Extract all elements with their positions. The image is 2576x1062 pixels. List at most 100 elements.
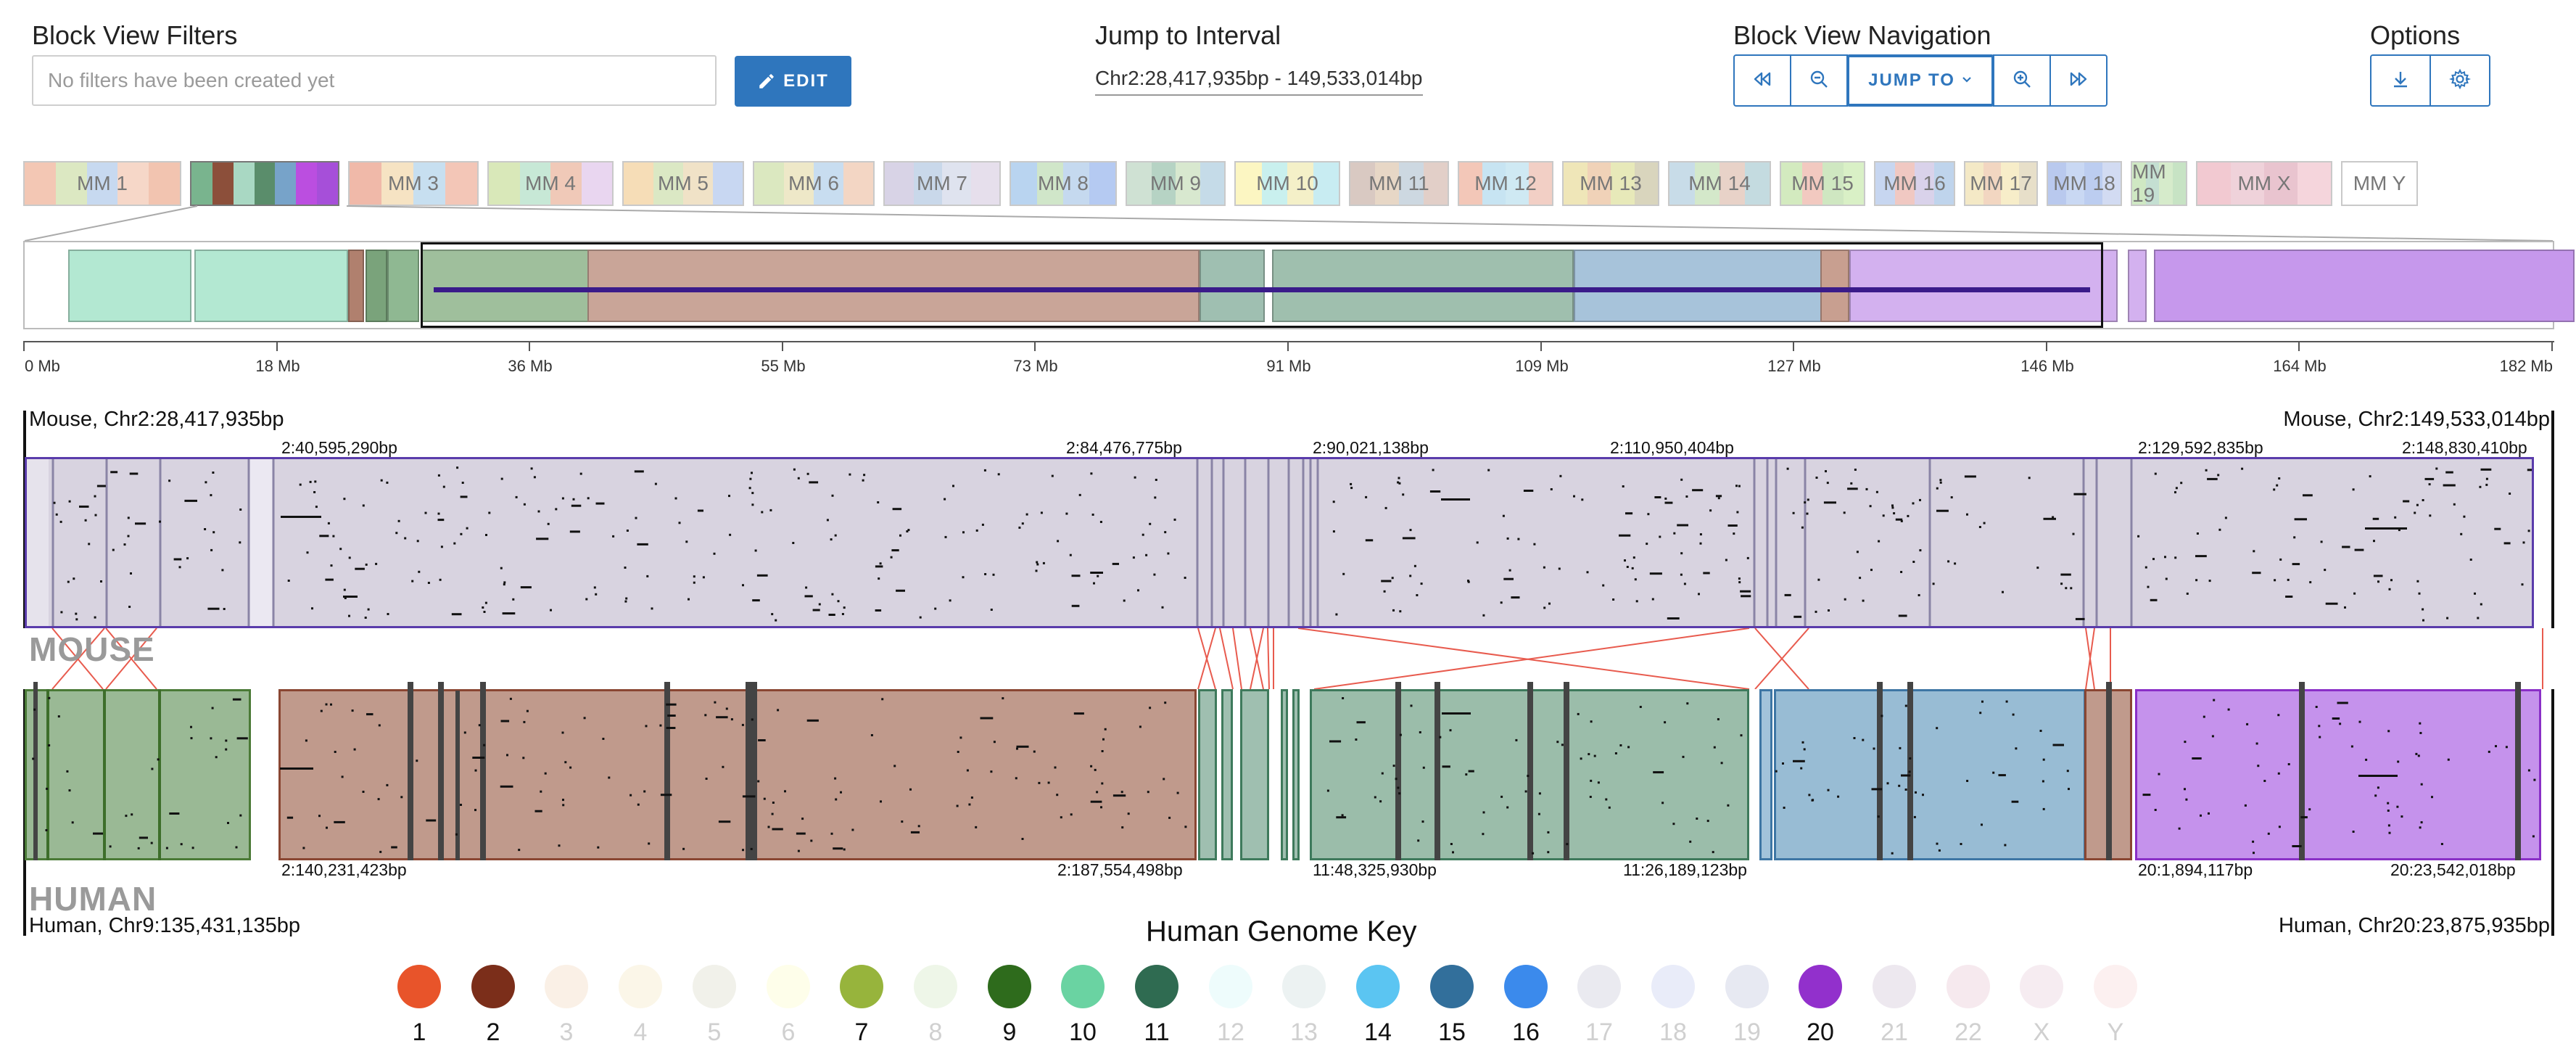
chromosome-tab[interactable]: MM Y <box>2341 161 2418 206</box>
genome-key-item[interactable]: 20 <box>1799 965 1842 1047</box>
chromosome-overview[interactable] <box>23 241 2575 329</box>
genome-key-swatch <box>1282 965 1326 1008</box>
genome-key-swatch <box>397 965 441 1008</box>
chromosome-tab[interactable]: MM 1 <box>23 161 181 206</box>
chromosome-tab[interactable]: MM 18 <box>2047 161 2122 206</box>
right-boundary-line <box>2551 689 2554 936</box>
genome-key-item[interactable]: 4 <box>619 965 662 1047</box>
chromosome-tab[interactable] <box>190 161 339 206</box>
genome-key-item[interactable]: 22 <box>1947 965 1990 1047</box>
genome-key-item[interactable]: 16 <box>1504 965 1548 1047</box>
zoom-in-button[interactable] <box>1993 54 2051 107</box>
genome-key-swatch <box>1135 965 1178 1008</box>
human-genome-label: HUMAN <box>29 880 157 918</box>
options-group <box>2370 54 2490 107</box>
human-block-small[interactable] <box>1198 689 1217 860</box>
genome-key-label: 15 <box>1438 1018 1466 1046</box>
filters-title: Block View Filters <box>32 20 238 50</box>
edit-filters-button[interactable]: EDIT <box>735 56 851 107</box>
gear-icon <box>2448 68 2472 94</box>
human-coord: 20:1,894,117bp <box>2138 860 2253 879</box>
genome-key-item[interactable]: 19 <box>1725 965 1769 1047</box>
chromosome-tab[interactable]: MM 17 <box>1964 161 2038 206</box>
chromosome-tab[interactable]: MM 11 <box>1349 161 1449 206</box>
chromosome-tab-label: MM 13 <box>1580 172 1642 194</box>
human-block-small[interactable] <box>1759 689 1772 860</box>
mouse-coord: 2:110,950,404bp <box>1610 438 1734 457</box>
genome-key-item[interactable]: 10 <box>1061 965 1105 1047</box>
chromosome-tab[interactable]: MM 12 <box>1458 161 1553 206</box>
jump-to-button[interactable]: JUMP TO <box>1846 54 1994 107</box>
genome-key-item[interactable]: 14 <box>1356 965 1400 1047</box>
interval-link[interactable]: Chr2:28,417,935bp - 149,533,014bp <box>1095 67 1423 96</box>
human-block-chr9[interactable] <box>25 689 251 860</box>
genome-key-item[interactable]: 11 <box>1135 965 1178 1047</box>
axis-tick <box>1287 341 1289 351</box>
chromosome-tab[interactable]: MM 3 <box>348 161 479 206</box>
chromosome-tab[interactable]: MM 13 <box>1562 161 1659 206</box>
filters-input[interactable]: No filters have been created yet <box>32 55 717 106</box>
human-block-small[interactable] <box>1221 689 1233 860</box>
human-block-small[interactable] <box>1240 689 1269 860</box>
chromosome-tab[interactable]: MM 9 <box>1126 161 1226 206</box>
mouse-coord: 2:90,021,138bp <box>1313 438 1429 457</box>
chromosome-tab[interactable]: MM 7 <box>883 161 1001 206</box>
step-forward-button[interactable] <box>2049 54 2108 107</box>
human-block-small[interactable] <box>1281 689 1288 860</box>
mouse-track[interactable] <box>25 457 2534 628</box>
axis-tick <box>2551 341 2553 351</box>
genome-key-item[interactable]: 6 <box>767 965 810 1047</box>
human-feature-marks <box>32 682 2536 860</box>
genome-key-label: 7 <box>854 1018 869 1046</box>
overview-block <box>68 250 191 322</box>
genome-key-item[interactable]: 15 <box>1430 965 1474 1047</box>
download-button[interactable] <box>2370 54 2431 107</box>
chromosome-tab[interactable]: MM 14 <box>1668 161 1771 206</box>
zoom-out-button[interactable] <box>1790 54 1848 107</box>
settings-button[interactable] <box>2430 54 2490 107</box>
genome-key-item[interactable]: 5 <box>693 965 736 1047</box>
human-block-small[interactable] <box>1292 689 1300 860</box>
chromosome-tab[interactable]: MM 8 <box>1010 161 1117 206</box>
genome-key-label: 21 <box>1881 1018 1908 1046</box>
genome-key-item[interactable]: 2 <box>471 965 515 1047</box>
navigation-group: JUMP TO <box>1733 54 2108 107</box>
synteny-connectors <box>51 628 2543 689</box>
genome-key-label: 17 <box>1585 1018 1613 1046</box>
axis-tick-label: 0 Mb <box>25 357 60 375</box>
genome-key-item[interactable]: Y <box>2094 965 2137 1047</box>
genome-key-item[interactable]: 18 <box>1651 965 1695 1047</box>
human-coord: 2:187,554,498bp <box>1057 860 1183 879</box>
step-back-button[interactable] <box>1733 54 1791 107</box>
axis-tick-label: 18 Mb <box>255 357 300 375</box>
genome-key-item[interactable]: 21 <box>1873 965 1916 1047</box>
genome-key-item[interactable]: X <box>2020 965 2063 1047</box>
overview-block <box>1820 250 1849 322</box>
chromosome-tab[interactable]: MM 19 <box>2131 161 2187 206</box>
mouse-right-label: Mouse, Chr2:149,533,014bp <box>2283 408 2550 431</box>
chromosome-tab-label: MM 18 <box>2053 172 2115 194</box>
genome-key-item[interactable]: 7 <box>840 965 883 1047</box>
chromosome-tab[interactable]: MM 5 <box>622 161 744 206</box>
genome-key-item[interactable]: 17 <box>1577 965 1621 1047</box>
chromosome-tab[interactable]: MM X <box>2196 161 2332 206</box>
genome-key-item[interactable]: 12 <box>1209 965 1252 1047</box>
genome-key-item[interactable]: 8 <box>914 965 957 1047</box>
genome-key-item[interactable]: 3 <box>545 965 588 1047</box>
genome-key-item[interactable]: 13 <box>1282 965 1326 1047</box>
axis-tick <box>276 341 278 351</box>
chromosome-tab[interactable]: MM 10 <box>1234 161 1340 206</box>
overview-selection-window[interactable] <box>421 242 2103 328</box>
chromosome-tab[interactable]: MM 15 <box>1780 161 1865 206</box>
genome-key-item[interactable]: 1 <box>397 965 441 1047</box>
chromosome-tab[interactable]: MM 16 <box>1874 161 1955 206</box>
genome-key-swatch <box>693 965 736 1008</box>
genome-key-swatch <box>1725 965 1769 1008</box>
chromosome-tab[interactable]: MM 6 <box>753 161 875 206</box>
genome-key-item[interactable]: 9 <box>988 965 1031 1047</box>
genome-key-label: 12 <box>1217 1018 1244 1046</box>
human-block-chr2[interactable] <box>278 689 1197 860</box>
chromosome-tab[interactable]: MM 4 <box>487 161 614 206</box>
overview-block <box>2128 250 2147 322</box>
genome-key-label: 19 <box>1733 1018 1761 1046</box>
